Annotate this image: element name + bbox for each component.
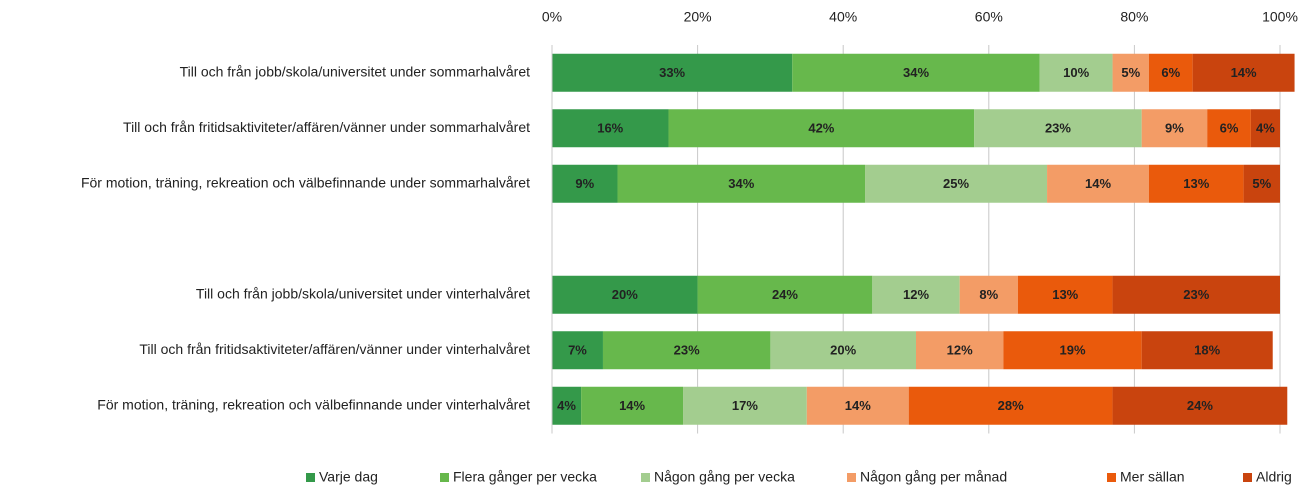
bar-segment xyxy=(959,275,1018,314)
legend-label: Flera gånger per vecka xyxy=(453,469,597,485)
value-label: 18% xyxy=(1194,343,1220,358)
value-label: 5% xyxy=(1121,65,1140,80)
x-tick-label: 20% xyxy=(684,9,712,25)
legend-swatch xyxy=(847,473,856,482)
bar-segment xyxy=(806,386,909,425)
value-label: 13% xyxy=(1052,287,1078,302)
bar-segment xyxy=(552,164,618,203)
bar-segment xyxy=(770,331,916,370)
value-label: 12% xyxy=(947,343,973,358)
x-tick-label: 100% xyxy=(1262,9,1298,25)
bar-segment xyxy=(865,164,1048,203)
bar-segment xyxy=(974,109,1142,148)
bar-segment xyxy=(602,331,771,370)
value-label: 7% xyxy=(568,343,587,358)
bar-segment xyxy=(1039,53,1113,92)
legend-swatch xyxy=(306,473,315,482)
value-label: 6% xyxy=(1161,65,1180,80)
value-label: 5% xyxy=(1252,176,1271,191)
bar-segment xyxy=(1148,164,1244,203)
legend-label: Varje dag xyxy=(319,469,378,485)
value-label: 14% xyxy=(1231,65,1257,80)
value-label: 16% xyxy=(597,121,623,136)
value-label: 4% xyxy=(557,398,576,413)
bar-segment xyxy=(552,53,793,92)
bar-segment xyxy=(1192,53,1295,92)
value-label: 14% xyxy=(845,398,871,413)
legend-label: Aldrig xyxy=(1256,469,1292,485)
value-label: 9% xyxy=(1165,121,1184,136)
bar-segment xyxy=(1017,275,1113,314)
value-label: 6% xyxy=(1220,121,1239,136)
legend-label: Någon gång per månad xyxy=(860,469,1007,485)
legend-swatch xyxy=(641,473,650,482)
bar-segment xyxy=(916,331,1004,370)
value-label: 10% xyxy=(1063,65,1089,80)
bar-segment xyxy=(1148,53,1193,92)
bar-segment xyxy=(1047,164,1149,203)
value-label: 20% xyxy=(612,287,638,302)
bar-segment xyxy=(1112,275,1280,314)
y-tick-label: Till och från fritidsaktiviteter/affären… xyxy=(123,119,530,135)
value-label: 19% xyxy=(1060,343,1086,358)
y-tick-label: För motion, träning, rekreation och välb… xyxy=(81,174,530,190)
value-label: 13% xyxy=(1183,176,1209,191)
x-tick-label: 80% xyxy=(1120,9,1148,25)
value-label: 23% xyxy=(1045,121,1071,136)
bar-segment xyxy=(552,331,603,370)
bar-segment xyxy=(1243,164,1280,203)
bar-segment xyxy=(617,164,866,203)
bar-segment xyxy=(792,53,1040,92)
legend-swatch xyxy=(440,473,449,482)
value-label: 23% xyxy=(674,343,700,358)
value-label: 4% xyxy=(1256,121,1275,136)
bar-segment xyxy=(1112,386,1288,425)
value-label: 28% xyxy=(998,398,1024,413)
legend-label: Någon gång per vecka xyxy=(654,469,795,485)
bar-segment xyxy=(1112,53,1149,92)
legend-swatch xyxy=(1107,473,1116,482)
bar-segment xyxy=(1207,109,1251,148)
legend-swatch xyxy=(1243,473,1252,482)
bar-segment xyxy=(581,386,684,425)
bar-segment xyxy=(697,275,873,314)
value-label: 17% xyxy=(732,398,758,413)
value-label: 34% xyxy=(728,176,754,191)
bar-segment xyxy=(552,109,669,148)
bar-segment xyxy=(552,386,582,425)
value-label: 14% xyxy=(1085,176,1111,191)
value-label: 20% xyxy=(830,343,856,358)
value-label: 34% xyxy=(903,65,929,80)
bar-segment xyxy=(1141,109,1208,148)
value-label: 24% xyxy=(1187,398,1213,413)
bar-segment xyxy=(668,109,975,148)
bar-segment xyxy=(1250,109,1280,148)
x-tick-label: 60% xyxy=(975,9,1003,25)
bar-segment xyxy=(908,386,1113,425)
bar-segment xyxy=(1003,331,1142,370)
legend-label: Mer sällan xyxy=(1120,469,1185,485)
y-tick-label: Till och från jobb/skola/universitet und… xyxy=(196,285,530,301)
value-label: 12% xyxy=(903,287,929,302)
bar-segment xyxy=(1141,331,1273,370)
value-label: 23% xyxy=(1183,287,1209,302)
value-label: 8% xyxy=(979,287,998,302)
value-label: 9% xyxy=(575,176,594,191)
value-label: 33% xyxy=(659,65,685,80)
value-label: 42% xyxy=(808,121,834,136)
value-label: 24% xyxy=(772,287,798,302)
bar-segment xyxy=(872,275,960,314)
value-label: 25% xyxy=(943,176,969,191)
bar-segment xyxy=(552,275,698,314)
y-tick-label: För motion, träning, rekreation och välb… xyxy=(97,396,530,412)
x-tick-label: 0% xyxy=(542,9,562,25)
y-tick-label: Till och från jobb/skola/universitet und… xyxy=(180,63,531,79)
bar-segment xyxy=(683,386,807,425)
value-label: 14% xyxy=(619,398,645,413)
x-tick-label: 40% xyxy=(829,9,857,25)
y-tick-label: Till och från fritidsaktiviteter/affären… xyxy=(139,341,530,357)
